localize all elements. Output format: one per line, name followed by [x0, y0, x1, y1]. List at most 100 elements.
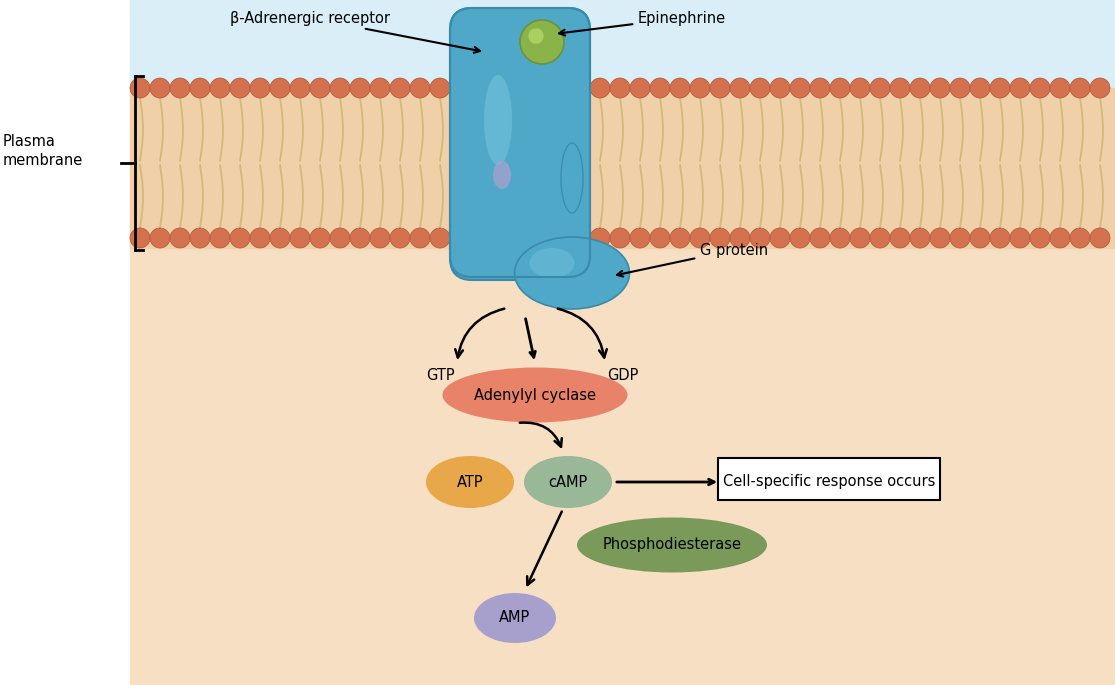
Circle shape [370, 78, 390, 98]
Ellipse shape [457, 55, 513, 235]
Circle shape [710, 228, 730, 248]
Circle shape [730, 228, 750, 248]
Circle shape [290, 228, 310, 248]
Ellipse shape [576, 517, 767, 573]
Circle shape [990, 78, 1010, 98]
Circle shape [791, 78, 809, 98]
Circle shape [910, 78, 930, 98]
Circle shape [791, 228, 809, 248]
Circle shape [809, 228, 830, 248]
Circle shape [210, 78, 230, 98]
Circle shape [1050, 228, 1070, 248]
Circle shape [870, 228, 890, 248]
Circle shape [151, 78, 169, 98]
Circle shape [930, 78, 950, 98]
Ellipse shape [514, 237, 630, 309]
Circle shape [870, 78, 890, 98]
Circle shape [770, 78, 791, 98]
Circle shape [650, 78, 670, 98]
Text: GDP: GDP [608, 368, 639, 383]
Circle shape [650, 228, 670, 248]
Circle shape [590, 228, 610, 248]
Circle shape [1090, 78, 1111, 98]
Circle shape [730, 78, 750, 98]
Circle shape [710, 78, 730, 98]
Circle shape [430, 78, 450, 98]
Circle shape [1010, 228, 1030, 248]
Circle shape [529, 29, 543, 43]
FancyBboxPatch shape [718, 458, 940, 500]
Circle shape [330, 228, 350, 248]
Circle shape [1090, 228, 1111, 248]
Bar [130, 248, 1115, 685]
Circle shape [410, 78, 430, 98]
Circle shape [1010, 78, 1030, 98]
Ellipse shape [474, 593, 556, 643]
Circle shape [690, 78, 710, 98]
Bar [130, 88, 1115, 248]
Circle shape [850, 78, 870, 98]
Circle shape [370, 228, 390, 248]
Circle shape [750, 228, 770, 248]
Circle shape [390, 228, 410, 248]
Circle shape [270, 228, 290, 248]
Circle shape [250, 228, 270, 248]
Text: Cell-specific response occurs: Cell-specific response occurs [723, 473, 935, 488]
Circle shape [130, 228, 151, 248]
Circle shape [1030, 78, 1050, 98]
Circle shape [830, 78, 850, 98]
Circle shape [290, 78, 310, 98]
Text: Phosphodiesterase: Phosphodiesterase [602, 538, 741, 553]
Circle shape [670, 78, 690, 98]
Text: Epinephrine: Epinephrine [559, 10, 726, 36]
Circle shape [130, 78, 151, 98]
Circle shape [950, 78, 970, 98]
FancyArrowPatch shape [558, 309, 607, 358]
Ellipse shape [493, 161, 511, 189]
Circle shape [630, 228, 650, 248]
Ellipse shape [505, 225, 555, 280]
Circle shape [169, 228, 190, 248]
Circle shape [250, 78, 270, 98]
Circle shape [670, 228, 690, 248]
Circle shape [610, 228, 630, 248]
Circle shape [930, 228, 950, 248]
Circle shape [310, 78, 330, 98]
Circle shape [690, 228, 710, 248]
Bar [130, 0, 1115, 88]
FancyArrowPatch shape [527, 512, 562, 585]
Circle shape [1070, 228, 1090, 248]
Ellipse shape [443, 367, 628, 423]
Circle shape [350, 78, 370, 98]
Text: AMP: AMP [500, 610, 531, 625]
Circle shape [770, 228, 791, 248]
Text: GTP: GTP [426, 368, 454, 383]
Circle shape [590, 78, 610, 98]
Circle shape [330, 78, 350, 98]
Circle shape [270, 78, 290, 98]
Circle shape [950, 228, 970, 248]
Ellipse shape [484, 75, 512, 165]
Text: cAMP: cAMP [549, 475, 588, 490]
Circle shape [910, 228, 930, 248]
Circle shape [850, 228, 870, 248]
Circle shape [430, 228, 450, 248]
Circle shape [630, 78, 650, 98]
Text: β-Adrenergic receptor: β-Adrenergic receptor [230, 10, 479, 53]
Circle shape [970, 228, 990, 248]
Circle shape [1070, 78, 1090, 98]
Ellipse shape [530, 248, 574, 278]
Text: G protein: G protein [617, 242, 768, 277]
Circle shape [230, 228, 250, 248]
FancyArrowPatch shape [520, 423, 562, 447]
Circle shape [410, 228, 430, 248]
Ellipse shape [524, 456, 612, 508]
Circle shape [151, 228, 169, 248]
Circle shape [830, 228, 850, 248]
Circle shape [520, 20, 564, 64]
Circle shape [190, 228, 210, 248]
Circle shape [890, 228, 910, 248]
Ellipse shape [426, 456, 514, 508]
Circle shape [1030, 228, 1050, 248]
Circle shape [310, 228, 330, 248]
